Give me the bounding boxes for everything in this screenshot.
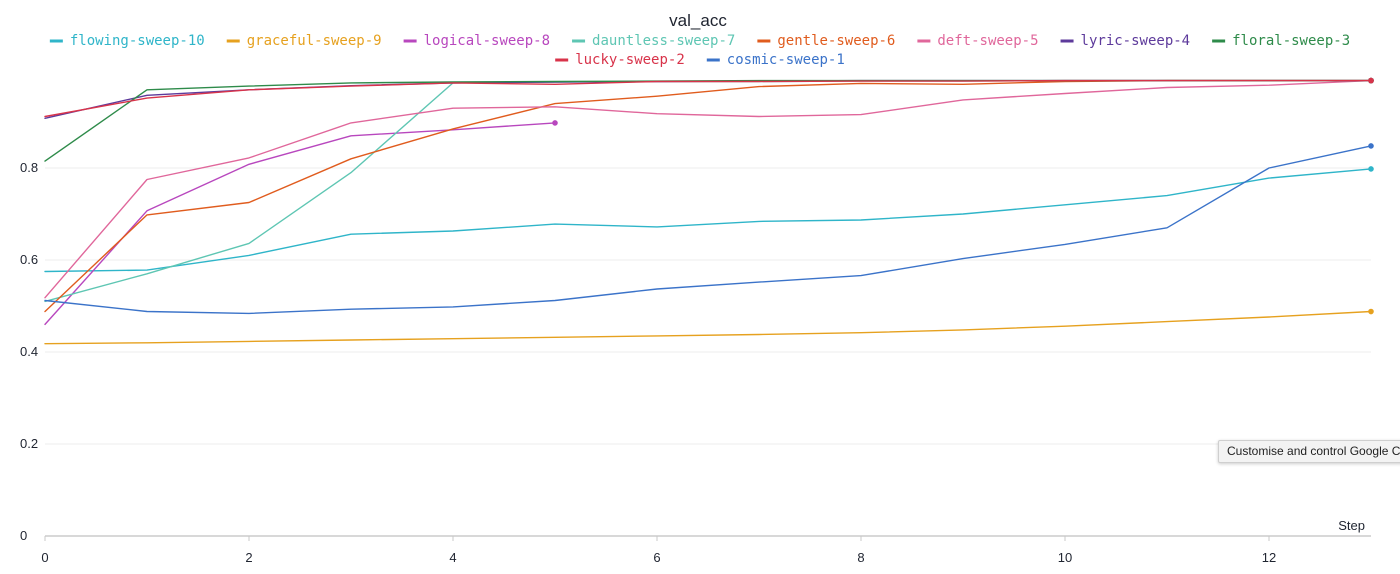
series-line-floral-sweep-3 [44, 79, 1372, 162]
x-tick-label: 2 [245, 550, 252, 565]
gridlines [45, 167, 1371, 445]
axes: 0 0.2 0.4 0.6 0.8 0 2 4 6 8 10 12 [20, 160, 1371, 565]
series-end-point-graceful-sweep-9 [1368, 308, 1374, 315]
legend-label-graceful-sweep-9[interactable]: graceful-sweep-9 [247, 33, 382, 49]
series-line-lucky-sweep-2 [44, 79, 1372, 118]
legend-label-lucky-sweep-2[interactable]: lucky-sweep-2 [575, 52, 685, 68]
legend: flowing-sweep-10 graceful-sweep-9 logical-… [49, 33, 1350, 68]
chart-title: val_acc [669, 11, 727, 30]
series-end-point-cosmic-sweep-1 [1368, 143, 1374, 149]
legend-label-cosmic-sweep-1[interactable]: cosmic-sweep-1 [727, 52, 845, 68]
legend-label-logical-sweep-8[interactable]: logical-sweep-8 [424, 33, 550, 49]
legend-label-lyric-sweep-4[interactable]: lyric-sweep-4 [1081, 33, 1191, 49]
y-tick-label: 0 [20, 528, 27, 543]
x-tick-label: 6 [653, 550, 660, 565]
series-end-point-logical-sweep-8 [552, 120, 558, 126]
x-tick-label: 4 [449, 550, 456, 565]
y-tick-label: 0.4 [20, 344, 38, 359]
series-lines [44, 77, 1374, 345]
series-line-cosmic-sweep-1 [44, 145, 1372, 315]
x-tick-label: 8 [857, 550, 864, 565]
legend-label-deft-sweep-5[interactable]: deft-sweep-5 [937, 33, 1038, 49]
x-tick-label: 12 [1262, 550, 1276, 565]
series-line-deft-sweep-5 [44, 79, 1372, 299]
series-line-flowing-sweep-10 [44, 168, 1372, 273]
legend-label-gentle-sweep-6[interactable]: gentle-sweep-6 [777, 33, 895, 49]
browser-tooltip: Customise and control Google C [1218, 440, 1400, 463]
series-line-dauntless-sweep-7 [44, 79, 1372, 303]
x-tick-label: 10 [1058, 550, 1072, 565]
y-tick-label: 0.6 [20, 252, 38, 267]
legend-label-flowing-sweep-10[interactable]: flowing-sweep-10 [70, 33, 205, 49]
y-tick-label: 0.2 [20, 436, 38, 451]
legend-label-floral-sweep-3[interactable]: floral-sweep-3 [1232, 33, 1350, 49]
series-line-logical-sweep-8 [44, 122, 556, 326]
x-tick-label: 0 [41, 550, 48, 565]
series-end-point-lucky-sweep-2 [1368, 77, 1374, 84]
series-end-point-flowing-sweep-10 [1368, 166, 1374, 172]
legend-label-dauntless-sweep-7[interactable]: dauntless-sweep-7 [592, 33, 735, 49]
y-tick-label: 0.8 [20, 160, 38, 175]
series-line-graceful-sweep-9 [44, 310, 1372, 345]
x-axis-title: Step [1338, 518, 1365, 533]
